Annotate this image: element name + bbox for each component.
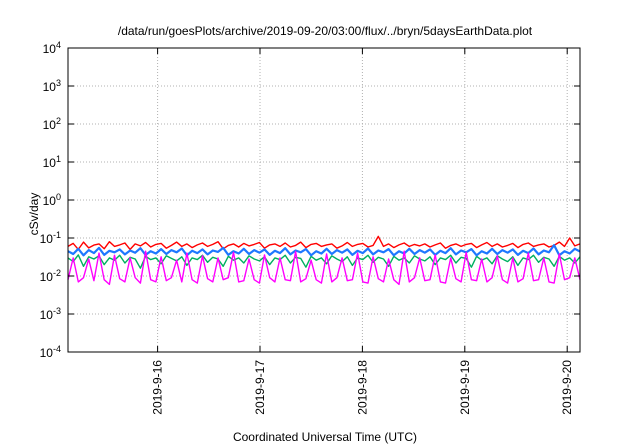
y-tick-label: 103 [43,78,61,94]
series-line-4 [67,250,581,286]
y-tick-label: 100 [43,192,61,208]
series-line-2 [67,254,581,269]
grid [68,48,580,352]
y-tick-label: 102 [43,116,61,132]
x-tick-label: 2019-9-20 [560,360,574,415]
y-tick-label: 10-1 [40,230,61,246]
y-tick-label: 10-3 [40,306,61,322]
series-layer [67,235,581,286]
y-tick-label: 104 [43,40,61,56]
x-tick-label: 2019-9-17 [253,360,267,415]
x-tick-label: 2019-9-18 [355,360,369,415]
x-axis-label: Coordinated Universal Time (UTC) [233,430,417,444]
y-tick-label: 101 [43,154,61,170]
y-axis-label: cSv/day [27,193,41,236]
y-tick-label: 10-2 [40,268,61,284]
x-tick-label: 2019-9-16 [151,360,165,415]
y-tick-label: 10-4 [40,344,61,360]
x-tick-label: 2019-9-19 [458,360,472,415]
series-line-3 [67,244,581,257]
ticks: 10-4 10-3 10-2 10-1 100 101 102 103 104 2019-9-16… [40,40,580,415]
chart-title: /data/run/goesPlots/archive/2019-09-20/0… [118,24,533,38]
series-line-1 [67,235,581,251]
